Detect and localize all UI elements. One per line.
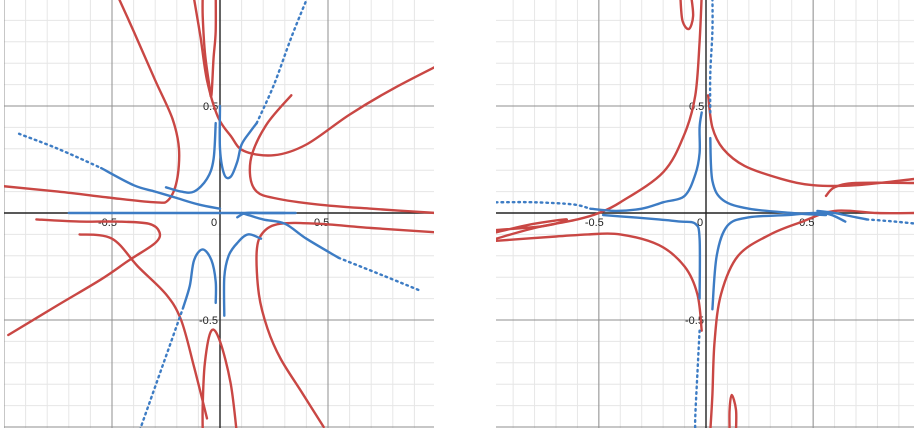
left-curve — [218, 104, 258, 180]
left-dotted-curve — [17, 132, 103, 170]
right-curve — [496, 232, 703, 332]
right-series-2 — [589, 111, 868, 311]
left-x-tick-label: 0 — [211, 217, 217, 229]
right-x-tick-label: 0.5 — [799, 217, 814, 229]
right-dotted-curve — [496, 200, 592, 210]
right-plot-area — [496, 0, 914, 428]
left-y-tick-label: -0.5 — [199, 315, 218, 327]
chart-left-svg: -0.5 0 0.50.5-0.5 — [4, 0, 434, 428]
right-curve — [679, 0, 695, 31]
left-curve — [255, 221, 434, 428]
left-curve — [100, 166, 222, 210]
right-y-tick-label: -0.5 — [685, 315, 704, 327]
left-dotted-curve — [337, 256, 420, 292]
left-plot-area — [4, 0, 434, 428]
left-series-1 — [4, 0, 434, 428]
left-series-3 — [17, 0, 420, 428]
right-curve — [816, 209, 868, 221]
left-dotted-curve — [139, 306, 185, 428]
left-x-tick-label: -0.5 — [98, 217, 117, 229]
right-curve — [496, 218, 568, 234]
chart-left: -0.5 0 0.5 0.5 -0.5 — [4, 0, 434, 428]
right-x-tick-label: 0 — [697, 217, 703, 229]
left-curve — [240, 211, 340, 260]
left-curve — [248, 94, 434, 215]
right-curve — [709, 209, 914, 428]
left-curve — [164, 121, 217, 194]
right-curve — [824, 181, 914, 198]
left-curve — [193, 0, 434, 157]
right-curve — [728, 393, 738, 428]
left-curve — [182, 248, 218, 309]
right-series-1 — [496, 0, 914, 428]
left-curve — [78, 233, 209, 420]
right-curve — [709, 136, 828, 217]
chart-right: -0.5 0 0.5 0.5 -0.5 — [496, 0, 914, 428]
right-grid — [496, 0, 914, 428]
left-series-2 — [67, 104, 340, 317]
chart-right-svg: -0.5 0 0.50.5-0.5 — [496, 0, 914, 428]
right-dotted-curve — [693, 329, 701, 428]
right-curve — [589, 111, 703, 213]
right-curve — [601, 213, 702, 300]
left-curve — [4, 0, 181, 204]
right-dotted-curve — [708, 0, 714, 114]
left-curve — [236, 211, 286, 219]
left-dotted-curve — [255, 0, 308, 125]
right-dotted-curve — [865, 218, 914, 225]
right-series-3 — [496, 0, 914, 428]
left-curve — [7, 218, 162, 337]
right-x-tick-label: -0.5 — [585, 217, 604, 229]
right-curve — [706, 94, 914, 188]
left-curve — [222, 233, 263, 317]
right-curve — [711, 211, 847, 311]
left-curve — [201, 0, 218, 98]
